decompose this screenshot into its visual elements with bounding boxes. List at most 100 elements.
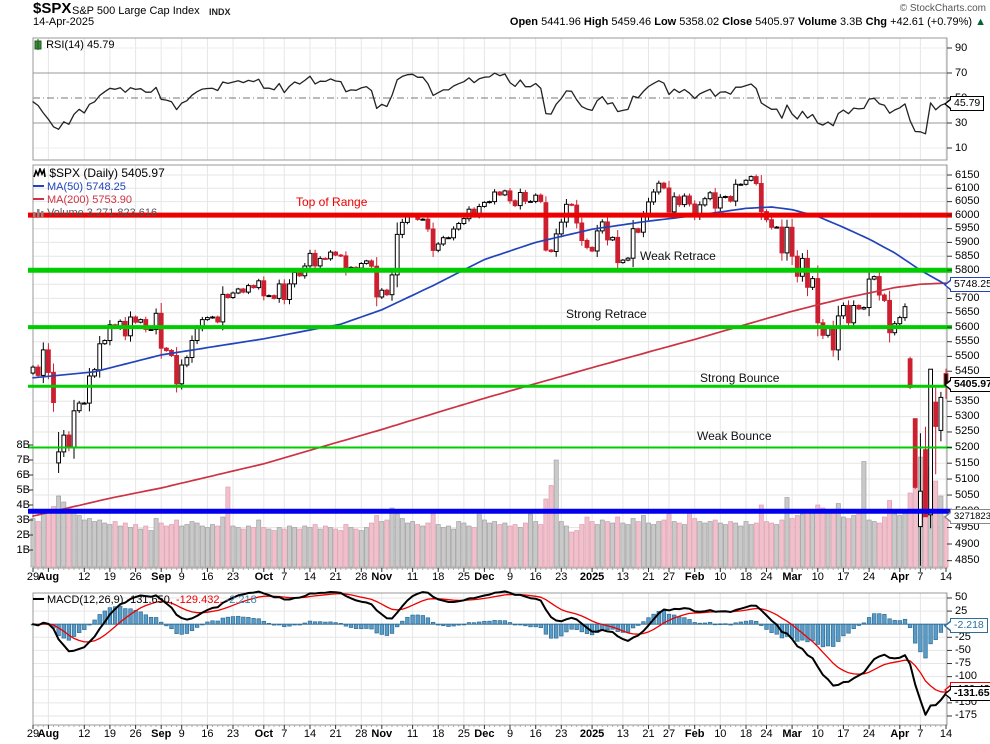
price-axis-label: 5600 [955, 320, 980, 333]
x-axis-label: 14 [939, 571, 953, 583]
x-axis-label: 9 [506, 571, 514, 583]
price-axis-label: 5050 [955, 488, 980, 501]
volume-axis-label: 3B [16, 513, 30, 526]
x-axis-label: 18 [739, 571, 753, 583]
volume-axis-label: 7B [16, 453, 30, 466]
x-axis-label: Oct [254, 728, 273, 740]
annotation-weak-retrace: Weak Retrace [640, 249, 716, 263]
quote-part: Volume [797, 16, 840, 28]
macd-signal-line [32, 592, 947, 693]
volume-axis-label: 5B [16, 483, 30, 496]
macd-axis-label: -100 [955, 670, 978, 683]
rsi-legend: RSI(14) 45.79 [33, 39, 115, 51]
macd-line [32, 590, 947, 716]
ma50-swatch [33, 184, 44, 187]
quote-part: Open [509, 16, 542, 28]
price-axis-label: 5250 [955, 425, 980, 438]
volume-value-marker: 3271823 [950, 509, 990, 524]
ma50-legend: MA(50) 5748.25 [33, 181, 126, 193]
macd-legend-signal: -129.432, [176, 594, 223, 606]
volume-legend-icon [33, 209, 44, 217]
x-axis-label: Nov [371, 728, 393, 740]
x-axis-label: 28 [355, 728, 368, 740]
price-axis-label: 5500 [955, 349, 980, 362]
quote-part: High [583, 16, 612, 28]
x-axis-label: Feb [684, 571, 705, 583]
x-axis-label: 24 [862, 728, 876, 740]
ma200-line [32, 282, 947, 517]
x-axis-label: Sep [151, 571, 172, 583]
price-axis-label: 5800 [955, 263, 980, 276]
x-axis-label: 9 [178, 728, 185, 740]
x-axis-label: 25 [457, 728, 470, 740]
price-axis-label: 4900 [955, 537, 980, 550]
ma200-legend-text: MA(200) 5753.90 [47, 194, 132, 206]
rsi-value-marker: 45.79 [950, 96, 985, 111]
rsi-line [32, 72, 947, 135]
macd-legend-hist: -2.218 [225, 594, 257, 606]
price-axis-label: 5200 [955, 440, 980, 453]
close-value-marker: 5405.97 [950, 377, 990, 392]
x-axis-label: 23 [555, 571, 568, 583]
price-axis-label: 5900 [955, 235, 980, 248]
volume-bars [30, 456, 949, 568]
x-axis-label: 2025 [579, 571, 605, 583]
x-axis-label: 26 [129, 728, 142, 740]
annotation-strong-bounce: Strong Bounce [700, 371, 780, 385]
x-axis-label: 10 [811, 571, 824, 583]
price-axis-label: 5100 [955, 472, 980, 485]
x-axis-label: Dec [474, 728, 495, 740]
price-axis-label: 5700 [955, 291, 980, 304]
ma200-legend: MA(200) 5753.90 [33, 194, 132, 206]
ma50-value-marker: 5748.25 [950, 277, 990, 292]
price-panel-border [32, 164, 948, 569]
volume-axis-label: 1B [16, 543, 30, 556]
x-axis-label: 24 [760, 728, 773, 740]
price-axis-label: 5450 [955, 364, 980, 377]
symbol-title: $SPX [33, 0, 72, 17]
macd-line-swatch [33, 597, 44, 600]
price-axis-label: 5350 [955, 394, 980, 407]
price-axis-label: 4850 [955, 554, 980, 567]
x-axis-label: 10 [714, 571, 727, 583]
volume-axis-label: 4B [16, 498, 30, 511]
x-axis-label: 24 [760, 571, 773, 583]
rsi-axis-label: 10 [955, 141, 968, 154]
x-axis-label: Oct [254, 571, 273, 583]
quote-summary: Open 5441.96 High 5459.46 Low 5358.02 Cl… [510, 16, 986, 29]
quote-part: Low [654, 16, 680, 28]
x-axis-label: 12 [78, 571, 91, 583]
macd-value-marker: -131.650 [950, 686, 990, 701]
x-axis-label: 27 [662, 571, 676, 583]
price-axis-label: 5550 [955, 335, 980, 348]
x-axis-label: 29 [26, 571, 40, 583]
quote-part: +42.61 (+0.79%) [890, 16, 976, 28]
x-axis-label: Dec [474, 571, 495, 583]
quote-part: 5358.02 [679, 16, 723, 28]
x-axis-label: 29 [26, 728, 40, 740]
macd-axis-label: -75 [955, 657, 971, 670]
x-axis-label: 14 [939, 728, 953, 740]
annotation-weak-bounce: Weak Bounce [697, 429, 772, 443]
price-axis-label: 6000 [955, 208, 980, 221]
x-axis-label: 16 [201, 728, 214, 740]
price-axis-label: 5850 [955, 249, 980, 262]
x-axis-label: Feb [684, 728, 705, 740]
macd-axis-label: 25 [955, 604, 968, 617]
macd-hist-marker: -2.218 [950, 618, 988, 633]
x-axis-label: 14 [303, 728, 317, 740]
volume-axis-label: 6B [16, 468, 30, 481]
x-axis-label: Aug [37, 728, 60, 740]
price-legend-text: $SPX (Daily) 5405.97 [49, 166, 165, 180]
x-axis-label: 2025 [579, 728, 605, 740]
rsi-panel-border [32, 37, 948, 161]
x-axis-label: 27 [662, 728, 676, 740]
x-axis-label: 9 [178, 571, 185, 583]
x-axis-label: 23 [226, 728, 240, 740]
x-axis-label: 11 [406, 571, 419, 583]
volume-axis-label: 2B [16, 528, 30, 541]
ma50-line [32, 206, 947, 379]
x-axis-label: 24 [862, 571, 876, 583]
